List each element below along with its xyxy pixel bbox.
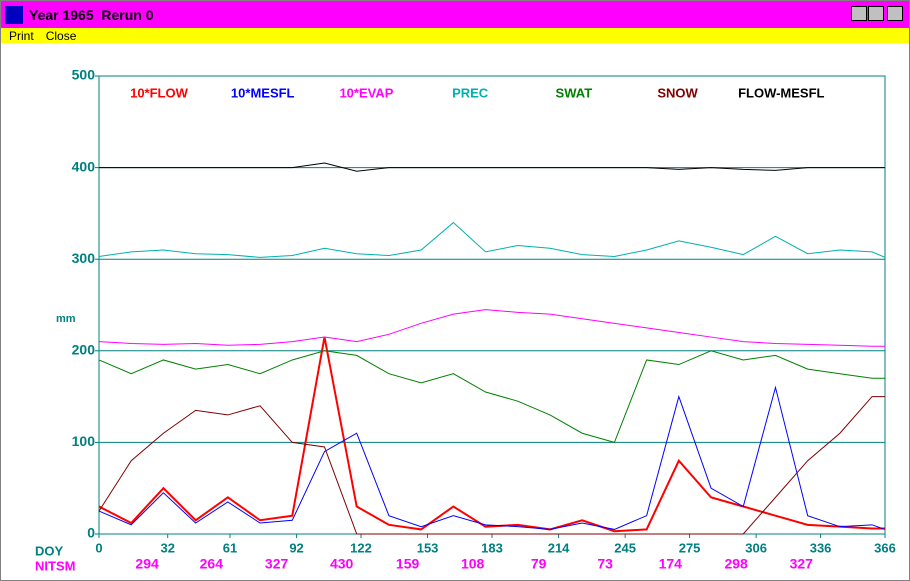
y-tick-label: 400 [72, 158, 96, 174]
nitsm-value: 79 [531, 556, 547, 572]
nitsm-value: 294 [135, 556, 159, 572]
legend-entry: PREC [452, 85, 489, 100]
x-tick-label: 366 [874, 540, 896, 555]
y-axis-label: mm [56, 313, 76, 325]
legend-entry: FLOW-MESFL [738, 85, 824, 100]
x-tick-label: 245 [614, 540, 636, 555]
y-tick-label: 100 [72, 433, 96, 449]
x-tick-label: 92 [289, 540, 303, 555]
legend-entry: SNOW [657, 85, 698, 100]
legend-entry: 10*FLOW [130, 85, 189, 100]
nitsm-value: 430 [330, 556, 354, 572]
menu-bar: Print Close [1, 28, 909, 43]
nitsm-value: 327 [790, 556, 814, 572]
x-tick-label: 336 [810, 540, 832, 555]
x-tick-label: 61 [223, 540, 237, 555]
nitsm-value: 108 [461, 556, 485, 572]
x-tick-label: 122 [350, 540, 372, 555]
x-tick-label: 32 [160, 540, 174, 555]
nitsm-value: 174 [659, 556, 683, 572]
y-tick-label: 500 [72, 67, 96, 83]
series-line [98, 309, 885, 347]
series-line [99, 162, 885, 172]
nitsm-value: 159 [396, 556, 420, 572]
x-tick-label: 183 [481, 540, 503, 555]
nitsm-value: 298 [724, 556, 748, 572]
legend-entry: 10*MESFL [231, 85, 295, 100]
plot-frame [98, 75, 886, 535]
chart: mm DOY NITSM 0 100 200 300 400 500 0 32 61 92 122 1… [35, 67, 896, 574]
series-line [98, 350, 885, 444]
window-title: Year 1965 Rerun 0 [29, 6, 154, 23]
x-axis-label: DOY [35, 543, 64, 558]
close-button[interactable] [887, 6, 903, 21]
series-line [98, 221, 886, 258]
menu-item[interactable]: Print [9, 28, 34, 43]
app-icon [5, 5, 23, 24]
nitsm-label: NITSM [35, 558, 75, 573]
y-tick-label: 300 [72, 250, 96, 266]
series-line [98, 396, 885, 535]
x-tick-label: 153 [417, 540, 439, 555]
y-tick-label: 200 [72, 342, 96, 358]
legend-entry: SWAT [556, 85, 593, 100]
legend-entry: 10*EVAP [339, 85, 393, 100]
nitsm-value: 73 [597, 556, 613, 572]
x-tick-label: 0 [95, 540, 102, 555]
series-line [98, 385, 886, 530]
title-bar: Year 1965 Rerun 0 [1, 1, 909, 28]
x-tick-label: 275 [679, 540, 701, 555]
x-tick-label: 214 [548, 540, 570, 555]
menu-item[interactable]: Close [45, 28, 77, 43]
y-tick-label: 0 [87, 525, 95, 541]
x-tick-label: 306 [745, 540, 767, 555]
minimize-button[interactable] [851, 6, 867, 21]
nitsm-value: 327 [265, 556, 289, 572]
nitsm-value: 264 [200, 556, 224, 572]
maximize-button[interactable] [868, 6, 884, 21]
